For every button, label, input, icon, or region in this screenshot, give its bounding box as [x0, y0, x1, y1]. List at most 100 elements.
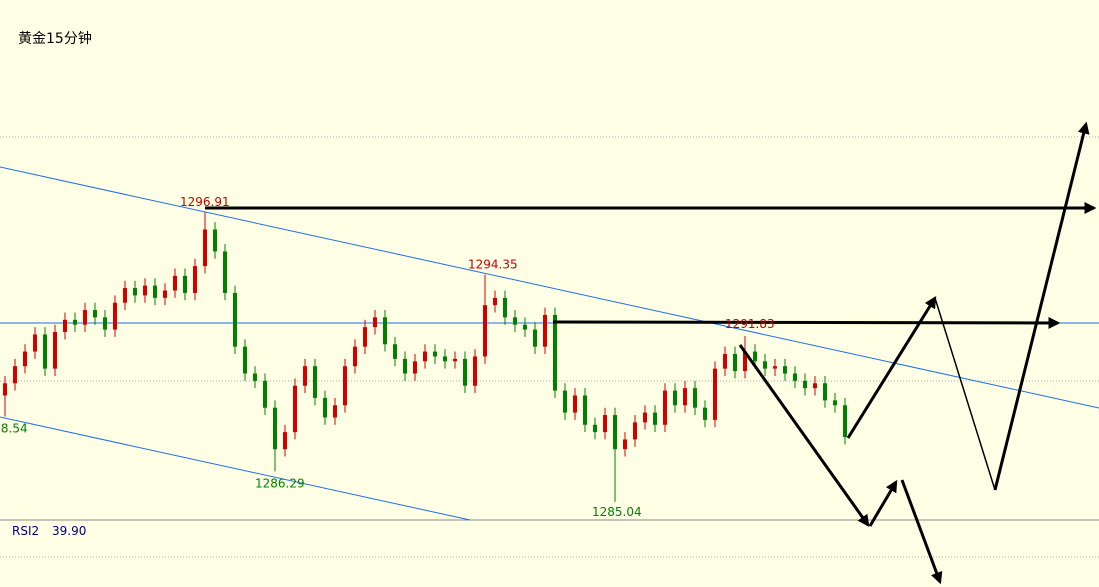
candle-body	[303, 366, 307, 386]
candle-body	[53, 332, 57, 369]
price-label: 1286.29	[255, 476, 305, 490]
candle-body	[133, 288, 137, 296]
candle-body	[193, 266, 197, 293]
candle-body	[373, 317, 377, 328]
candle-body	[123, 288, 127, 303]
candle-body	[663, 390, 667, 425]
candle-body	[563, 390, 567, 413]
price-label: 1288.54	[0, 421, 28, 435]
candle-body	[183, 275, 187, 293]
candle-body	[793, 373, 797, 381]
candle-body	[63, 319, 67, 333]
candle-body	[653, 412, 657, 425]
candle-body	[113, 302, 117, 330]
candle-body	[543, 314, 547, 347]
candle-body	[833, 400, 837, 406]
chart-title: 黄金15分钟	[18, 30, 92, 47]
candle-body	[703, 407, 707, 420]
candle-body	[403, 358, 407, 374]
candle-body	[513, 317, 517, 325]
candle-body	[823, 383, 827, 401]
candle-body	[533, 329, 537, 347]
candle-body	[33, 334, 37, 352]
candle-body	[233, 292, 237, 347]
candle-body	[383, 317, 387, 345]
candle-body	[413, 361, 417, 374]
candle-body	[723, 353, 727, 369]
candle-body	[483, 305, 487, 357]
price-labels: 1296.91 1294.35 1291.83 1288.54 1286.29 1285.…	[0, 195, 775, 519]
candle-body	[743, 351, 747, 372]
candle-body	[843, 405, 847, 437]
price-label: 1291.83	[725, 317, 775, 331]
candle-body	[283, 432, 287, 450]
candle-body	[103, 317, 107, 330]
arrow	[846, 295, 937, 439]
candle-body	[813, 383, 817, 389]
candle-body	[273, 407, 277, 450]
arrow	[552, 316, 1061, 329]
candle-body	[553, 314, 557, 391]
candle-body	[323, 397, 327, 418]
candle-body	[153, 285, 157, 298]
candle-body	[423, 351, 427, 362]
candle-body	[783, 366, 787, 374]
candle-body	[773, 366, 777, 369]
price-label: 1285.04	[592, 505, 642, 519]
candle-body	[433, 351, 437, 357]
candle-body	[23, 351, 27, 367]
candle-body	[353, 346, 357, 367]
candle-body	[163, 290, 167, 298]
candle-body	[473, 356, 477, 386]
annotations	[205, 121, 1097, 585]
candle-body	[613, 415, 617, 450]
candle-body	[13, 366, 17, 384]
candle-body	[393, 344, 397, 359]
candle-body	[203, 229, 207, 267]
arrow	[868, 479, 898, 527]
candle-body	[93, 310, 97, 318]
path-line	[934, 297, 996, 491]
candle-body	[803, 380, 807, 389]
candle-body	[633, 422, 637, 440]
candle-body	[683, 388, 687, 406]
candle-body	[333, 405, 337, 418]
candle-body	[213, 229, 217, 252]
candle-body	[253, 373, 257, 381]
candle-body	[573, 395, 577, 413]
arrow	[738, 344, 870, 527]
candle-body	[493, 297, 497, 306]
candle-body	[143, 285, 147, 296]
trend-line	[0, 416, 471, 521]
candle-body	[603, 415, 607, 433]
indicator-value: 39.90	[52, 524, 86, 538]
candle-body	[73, 319, 77, 325]
arrow	[993, 121, 1090, 491]
candle-body	[223, 251, 227, 293]
trend-line	[0, 166, 1099, 409]
candle-body	[463, 358, 467, 386]
candle-body	[83, 310, 87, 325]
candle-body	[263, 380, 267, 408]
candle-body	[363, 327, 367, 347]
candle-body	[643, 412, 647, 423]
candle-body	[763, 361, 767, 369]
price-label: 1296.91	[180, 195, 230, 209]
candle-body	[3, 383, 7, 396]
candle-body	[713, 368, 717, 420]
candle-body	[173, 275, 177, 291]
candle-body	[503, 297, 507, 318]
candle-body	[43, 334, 47, 369]
candle-body	[623, 439, 627, 450]
candle-body	[523, 324, 527, 330]
candle-body	[293, 385, 297, 433]
candle-body	[343, 366, 347, 406]
candle-body	[693, 388, 697, 408]
candle-body	[443, 356, 447, 362]
candle-body	[453, 358, 457, 362]
candle-body	[673, 390, 677, 406]
candle-body	[313, 366, 317, 398]
candles	[3, 212, 847, 502]
